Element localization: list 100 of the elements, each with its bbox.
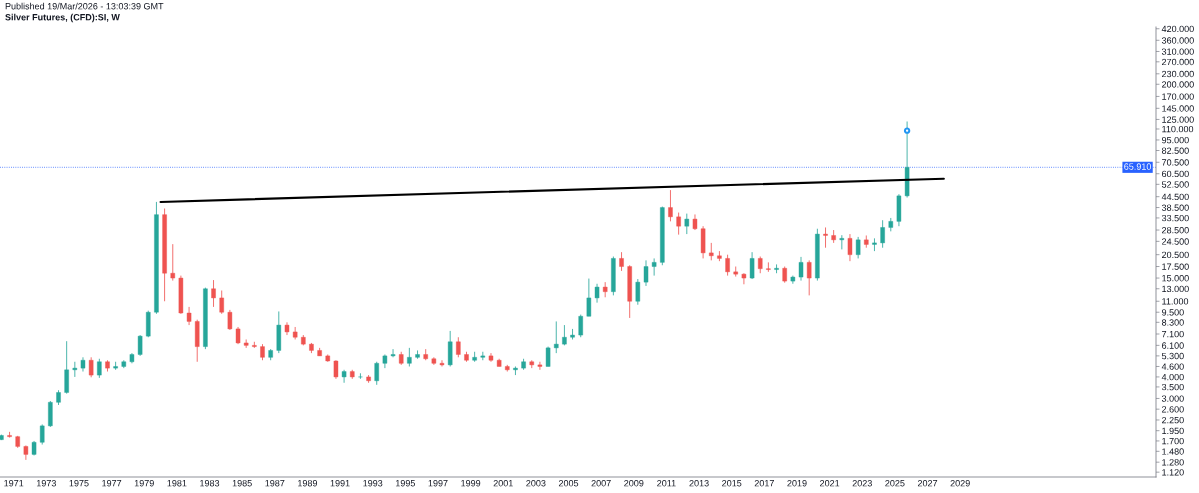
y-tick-label: 1.280 (1162, 459, 1184, 466)
y-tick-label: 33.500 (1161, 214, 1189, 222)
x-tick-label: 2011 (657, 480, 676, 487)
x-tick-label: 1987 (265, 480, 285, 487)
y-tick-label: 7.100 (1162, 330, 1184, 338)
candlestick (39, 424, 45, 445)
x-tick-label: 2009 (624, 480, 644, 487)
y-tick-label: 44.500 (1161, 193, 1189, 201)
candlestick (341, 369, 347, 384)
y-tick-label: 2.600 (1162, 406, 1184, 413)
candlestick (407, 347, 412, 367)
candlestick (456, 336, 461, 358)
y-tick-label: 125.000 (1162, 116, 1194, 123)
candlestick (80, 356, 86, 372)
x-tick-label: 2005 (558, 480, 579, 487)
candlestick (97, 358, 102, 379)
x-tick-label: 2013 (689, 480, 709, 487)
y-tick-label: 3.000 (1161, 395, 1184, 402)
y-tick-label: 15.000 (1162, 275, 1189, 282)
y-tick-label: 145.000 (1162, 105, 1194, 112)
x-tick-label: 2025 (885, 480, 905, 487)
candlestick (374, 361, 379, 386)
y-tick-label: 17.500 (1162, 263, 1189, 270)
x-tick-label: 2029 (950, 480, 970, 487)
y-tick-label: 4.600 (1161, 363, 1184, 370)
candlestick (382, 354, 388, 369)
candlestick (774, 263, 779, 274)
candlestick (847, 233, 853, 262)
y-tick-label: 70.500 (1162, 159, 1189, 166)
y-tick-label: 270.000 (1162, 58, 1194, 66)
x-tick-label: 1979 (134, 480, 154, 487)
candlestick (554, 321, 559, 354)
candlestick (333, 359, 339, 380)
candlestick (219, 290, 224, 315)
y-tick-label: 5.300 (1161, 352, 1184, 360)
candlestick (766, 261, 771, 273)
candlestick (676, 212, 681, 236)
candlestick (578, 314, 583, 338)
y-tick-label: 9.500 (1161, 309, 1184, 316)
y-tick-label: 4.000 (1161, 373, 1184, 381)
x-tick-label: 1991 (330, 480, 350, 487)
candlestick (684, 213, 690, 235)
y-tick-label: 230.000 (1162, 70, 1194, 78)
x-tick-label: 1999 (461, 480, 481, 487)
y-tick-label: 20.500 (1162, 251, 1189, 259)
x-tick-label: 2001 (493, 480, 513, 487)
y-tick-label: 1.700 (1162, 437, 1184, 445)
candlestick (823, 227, 828, 249)
x-tick-label: 1975 (69, 480, 89, 487)
x-tick-label: 2007 (591, 480, 611, 487)
candlestick (651, 258, 657, 277)
y-tick-label: 110.000 (1162, 125, 1194, 133)
x-tick-label: 2015 (722, 480, 742, 487)
x-tick-label: 2019 (787, 480, 807, 487)
x-tick-label: 1973 (36, 480, 56, 487)
y-tick-label: 1.120 (1162, 469, 1184, 476)
candlestick (137, 334, 143, 357)
y-tick-label: 95.000 (1161, 136, 1189, 144)
candlestick (586, 278, 592, 317)
y-tick-label: 2.250 (1162, 416, 1184, 424)
candlestick (880, 219, 885, 249)
candlestick (749, 251, 755, 280)
candlestick (635, 278, 641, 306)
y-tick-label: 82.500 (1161, 147, 1189, 154)
y-tick-label: 11.000 (1162, 298, 1189, 305)
x-tick-label: 1977 (102, 480, 122, 487)
x-tick-label: 2027 (917, 480, 938, 487)
candlestick (668, 189, 673, 222)
x-tick-label: 1997 (428, 480, 448, 487)
x-tick-label: 2003 (526, 480, 546, 487)
candlestick (146, 310, 151, 338)
candlestick (643, 259, 649, 287)
y-tick-label: 1.950 (1162, 427, 1184, 435)
y-tick-label: 8.300 (1161, 319, 1184, 326)
y-tick-label: 200.000 (1162, 81, 1194, 88)
ref-line-label: 65.910 (1124, 163, 1152, 170)
y-tick-label: 6.100 (1162, 342, 1184, 349)
y-tick-label: 170.000 (1162, 93, 1194, 100)
text: Published 19/Mar/2026 - 13:03:39 GMT (5, 2, 164, 10)
candlestick (64, 340, 69, 395)
y-tick-label: 24.500 (1162, 238, 1189, 245)
x-tick-label: 1971 (4, 480, 24, 487)
candlestick (798, 256, 804, 282)
x-tick-label: 1989 (298, 480, 318, 487)
candlestick (725, 254, 730, 277)
candlestick (88, 356, 94, 378)
y-tick-label: 1.480 (1162, 448, 1184, 455)
x-tick-label: 2023 (852, 480, 872, 487)
y-tick-label: 28.500 (1162, 227, 1189, 234)
candlestick (390, 348, 396, 358)
candlestick (227, 309, 233, 331)
x-tick-label: 1981 (167, 480, 187, 487)
y-tick-label: 360.000 (1161, 37, 1194, 44)
x-tick-label: 1995 (395, 480, 415, 487)
candlestick (186, 306, 192, 326)
y-tick-label: 13.000 (1162, 285, 1189, 293)
x-tick-label: 2017 (754, 480, 774, 487)
y-tick-label: 52.500 (1161, 181, 1189, 188)
candlestick (211, 279, 216, 308)
candlestick (439, 359, 445, 367)
